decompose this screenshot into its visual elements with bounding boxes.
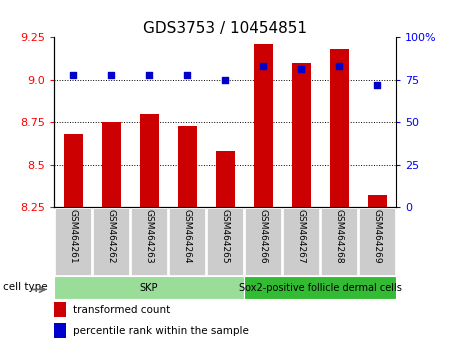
Point — [145, 72, 153, 78]
Bar — [321, 208, 357, 275]
Bar — [292, 63, 310, 207]
Text: GSM464265: GSM464265 — [220, 209, 230, 264]
Text: cell type: cell type — [3, 282, 47, 292]
Bar — [54, 276, 244, 299]
Bar — [244, 276, 396, 299]
Bar — [169, 208, 205, 275]
Point — [259, 63, 266, 69]
Title: GDS3753 / 10454851: GDS3753 / 10454851 — [143, 21, 307, 36]
Text: Sox2-positive follicle dermal cells: Sox2-positive follicle dermal cells — [238, 282, 401, 293]
Bar — [54, 302, 66, 317]
Bar — [177, 126, 197, 207]
Bar — [93, 208, 129, 275]
Point — [69, 72, 76, 78]
Text: GSM464263: GSM464263 — [144, 209, 153, 264]
Point — [297, 67, 305, 72]
Text: GSM464269: GSM464269 — [373, 209, 382, 264]
Bar — [216, 151, 234, 207]
Bar — [283, 208, 319, 275]
Bar — [54, 323, 66, 338]
Bar — [55, 208, 91, 275]
Point — [184, 72, 191, 78]
Text: GSM464266: GSM464266 — [258, 209, 267, 264]
Bar — [140, 114, 158, 207]
Bar — [253, 44, 273, 207]
Bar — [245, 208, 281, 275]
Bar — [102, 122, 121, 207]
Text: GSM464268: GSM464268 — [334, 209, 343, 264]
Bar — [359, 208, 395, 275]
Text: SKP: SKP — [140, 282, 158, 293]
Text: transformed count: transformed count — [73, 305, 170, 315]
Text: GSM464261: GSM464261 — [68, 209, 77, 264]
Text: percentile rank within the sample: percentile rank within the sample — [73, 326, 249, 336]
Point — [108, 72, 115, 78]
Text: GSM464267: GSM464267 — [297, 209, 306, 264]
Text: GSM464262: GSM464262 — [107, 209, 116, 264]
Point — [221, 77, 229, 82]
Bar — [131, 208, 167, 275]
Bar — [329, 49, 348, 207]
Bar — [63, 134, 82, 207]
Bar — [207, 208, 243, 275]
Point — [374, 82, 381, 87]
Bar — [368, 195, 387, 207]
Text: GSM464264: GSM464264 — [183, 209, 192, 264]
Point — [335, 63, 342, 69]
